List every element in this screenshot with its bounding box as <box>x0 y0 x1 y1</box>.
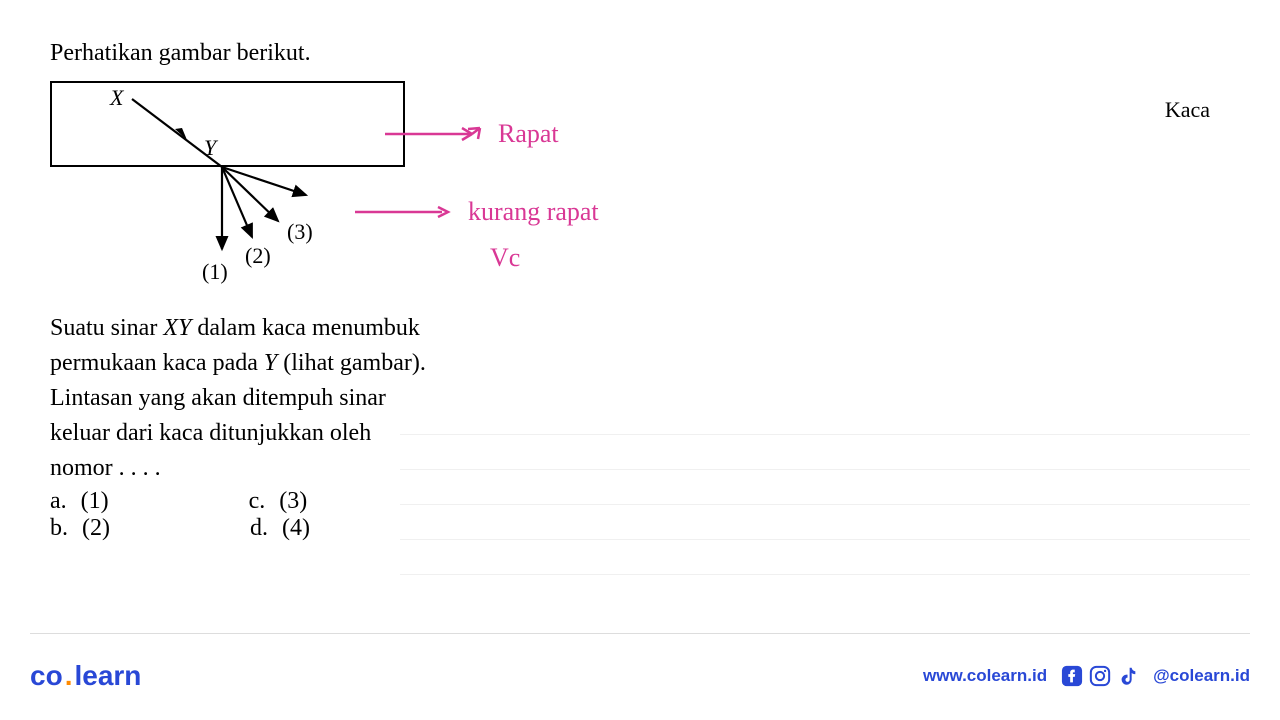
ray-label-3: (3) <box>287 219 313 245</box>
annotation-top-text: Rapat <box>498 119 559 149</box>
annotation-extra: Vc <box>490 243 520 273</box>
social-handle: @colearn.id <box>1153 666 1250 686</box>
annotation-bottom-text: kurang rapat <box>468 197 599 227</box>
tiktok-icon <box>1117 665 1139 687</box>
ruled-lines-bg <box>400 400 1250 575</box>
instagram-icon <box>1089 665 1111 687</box>
instruction-text: Perhatikan gambar berikut. <box>50 40 1230 67</box>
label-kaca: Kaca <box>1165 97 1210 123</box>
footer: co.learn www.colearn.id @colearn.id <box>30 660 1250 692</box>
question-line-2: permukaan kaca pada Y (lihat gambar). <box>50 346 530 381</box>
option-c: c. (3) <box>249 488 308 515</box>
ray-label-1: (1) <box>202 259 228 285</box>
facebook-icon <box>1061 665 1083 687</box>
option-d: d. (4) <box>250 515 310 542</box>
footer-separator <box>30 633 1250 634</box>
diagram-container: X Kaca Y (1) (2) (3) <box>50 81 1230 291</box>
annotation-bottom: kurang rapat <box>350 197 599 227</box>
footer-right: www.colearn.id @colearn.id <box>923 665 1250 687</box>
question-line-1: Suatu sinar XY dalam kaca menumbuk <box>50 311 530 346</box>
arrow-icon <box>380 119 490 149</box>
brand-logo: co.learn <box>30 660 141 692</box>
option-a: a. (1) <box>50 488 109 515</box>
annotation-top: Rapat <box>380 119 559 149</box>
social-icons <box>1061 665 1139 687</box>
ray-label-2: (2) <box>245 243 271 269</box>
website-url: www.colearn.id <box>923 666 1047 686</box>
option-b: b. (2) <box>50 515 110 542</box>
arrow-icon <box>350 197 460 227</box>
